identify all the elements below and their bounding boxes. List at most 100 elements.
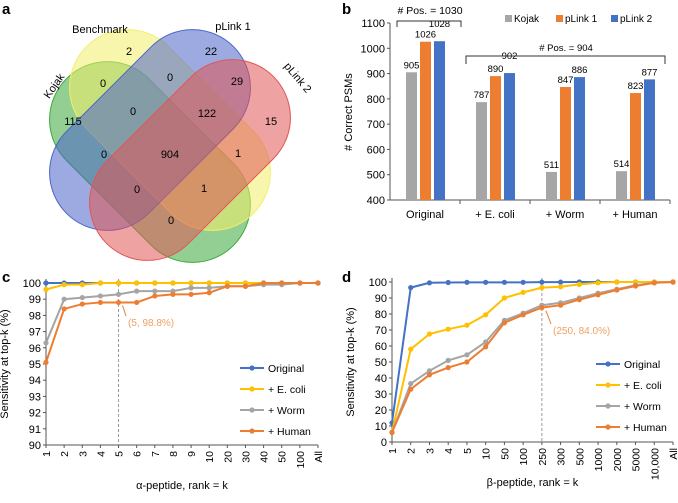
data-point <box>614 279 620 285</box>
x-tick-label: 9 <box>186 451 198 457</box>
panel-label-c: c <box>2 269 10 286</box>
data-point <box>445 279 451 286</box>
data-point <box>558 302 564 308</box>
data-point <box>188 280 194 286</box>
venn-count: 115 <box>64 116 82 128</box>
series-line-2 <box>45 282 318 344</box>
y-tick-label: 93 <box>29 391 41 403</box>
y-tick-label: 900 <box>367 69 385 81</box>
annotation: (250, 84.0%) <box>553 326 610 337</box>
bar <box>560 86 571 200</box>
annotation-arrow <box>545 310 552 325</box>
panel-label-b: b <box>342 1 351 18</box>
series-line-3 <box>391 281 674 433</box>
y-tick-label: 60 <box>375 341 387 353</box>
venn-count: 2 <box>126 46 132 58</box>
y-tick-label: 400 <box>367 195 385 207</box>
data-point <box>576 297 582 303</box>
legend-marker <box>249 365 255 371</box>
y-tick-label: 20 <box>375 405 387 417</box>
legend-marker <box>605 361 611 367</box>
data-point <box>483 344 489 350</box>
data-point <box>426 372 433 378</box>
venn-count: 0 <box>100 78 106 90</box>
data-point <box>61 282 67 288</box>
y-tick-label: 97 <box>29 327 41 339</box>
data-point <box>595 280 601 286</box>
x-tick-label: 50 <box>277 451 289 463</box>
venn-count: 1 <box>201 183 207 195</box>
legend-marker <box>249 386 255 392</box>
annotation-pos-1030: # Pos. = 1030 <box>397 5 462 17</box>
data-label: 886 <box>572 65 588 76</box>
data-point <box>97 280 103 286</box>
data-point <box>389 429 395 435</box>
data-label: 823 <box>628 81 644 92</box>
x-tick-label: 300 <box>556 448 568 466</box>
x-tick-label: 5 <box>114 451 126 457</box>
data-point <box>43 286 49 293</box>
venn-count: 0 <box>130 106 136 118</box>
data-point <box>315 280 321 286</box>
data-point <box>426 280 433 286</box>
data-point <box>464 352 470 358</box>
y-tick-label: 98 <box>29 310 41 322</box>
series-line-3 <box>45 282 318 363</box>
bar <box>434 41 445 200</box>
venn-count: 0 <box>167 72 173 84</box>
data-point <box>501 279 507 285</box>
y-tick-label: 100 <box>23 278 41 290</box>
venn-set-label: pLink 1 <box>215 21 250 33</box>
y-tick-label: 30 <box>375 389 387 401</box>
venn-count: 29 <box>231 76 243 88</box>
x-tick-label: 8 <box>168 451 180 457</box>
legend-label: + E. coli <box>268 384 306 396</box>
x-tick-label: Original <box>406 209 444 221</box>
y-tick-label: 70 <box>375 325 387 337</box>
legend-label: Original <box>624 359 660 371</box>
y-tick-label: 0 <box>381 437 387 449</box>
data-label: 890 <box>488 64 504 75</box>
venn-count: 0 <box>134 184 140 196</box>
data-point <box>61 296 67 302</box>
y-tick-label: 92 <box>29 408 41 420</box>
data-point <box>261 280 267 286</box>
data-point <box>188 285 194 291</box>
legend-marker <box>605 424 611 430</box>
x-tick-label: 2000 <box>612 448 624 472</box>
x-tick-label: 3 <box>77 451 89 457</box>
data-point <box>651 280 657 286</box>
data-label: 902 <box>502 51 518 62</box>
legend-swatch <box>611 15 618 22</box>
x-tick-label: 4 <box>443 448 455 454</box>
data-point <box>483 279 489 285</box>
legend-marker <box>249 407 255 413</box>
y-tick-label: 96 <box>29 343 41 355</box>
y-tick-label: 40 <box>375 373 387 385</box>
data-point <box>115 291 122 297</box>
y-tick-label: 1100 <box>361 18 385 30</box>
data-label: 511 <box>544 160 559 171</box>
series-line-1 <box>391 281 673 433</box>
data-point <box>79 301 85 307</box>
y-tick-label: 500 <box>367 170 385 182</box>
bar <box>504 73 515 200</box>
legend-marker <box>249 428 255 434</box>
data-point <box>152 293 158 299</box>
data-point <box>426 331 433 337</box>
data-label: 1026 <box>415 30 436 41</box>
data-point <box>115 299 122 306</box>
data-point <box>501 320 507 326</box>
venn-count: 904 <box>161 149 179 161</box>
x-tick-label: 10 <box>481 448 493 460</box>
data-label: 514 <box>614 159 630 170</box>
x-tick-label: 10 <box>204 451 216 463</box>
venn-count: 122 <box>198 108 216 120</box>
data-point <box>115 280 122 286</box>
x-tick-label: 1 <box>41 451 53 457</box>
x-tick-label: 30 <box>240 451 252 463</box>
legend-label: pLink 1 <box>565 14 598 25</box>
x-tick-label: 2 <box>406 448 418 454</box>
